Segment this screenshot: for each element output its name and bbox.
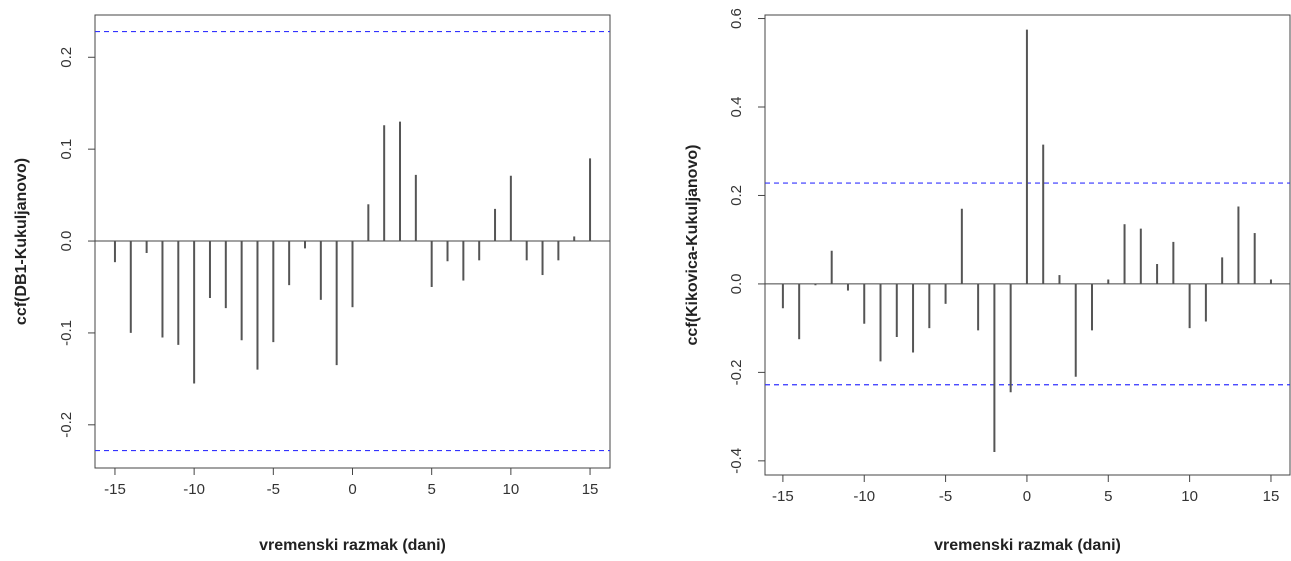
x-tick-label: 0	[348, 481, 356, 498]
y-tick-label: 0.4	[728, 97, 745, 118]
x-tick-label: -5	[267, 481, 280, 498]
x-axis-title: vremenski razmak (dani)	[934, 537, 1121, 554]
y-tick-label: -0.2	[58, 412, 75, 438]
y-tick-label: -0.1	[58, 320, 75, 346]
y-tick-label: -0.2	[728, 359, 745, 385]
y-axis-title: ccf(Kikovica-Kukuljanovo)	[684, 145, 701, 346]
y-tick-label: 0.1	[58, 139, 75, 160]
y-axis-title: ccf(DB1-Kukuljanovo)	[13, 158, 30, 325]
x-tick-label: 15	[582, 481, 599, 498]
x-tick-label: 10	[1181, 488, 1198, 505]
x-tick-label: 15	[1263, 488, 1280, 505]
x-tick-label: -10	[183, 481, 205, 498]
x-tick-label: -5	[939, 488, 952, 505]
plot-frame	[764, 14, 1291, 476]
x-tick-label: 5	[428, 481, 436, 498]
x-tick-label: 0	[1023, 488, 1031, 505]
x-tick-label: -15	[104, 481, 126, 498]
y-tick-label: -0.4	[728, 448, 745, 474]
x-tick-label: -15	[772, 488, 794, 505]
y-tick-label: 0.6	[728, 8, 745, 29]
x-tick-label: 10	[503, 481, 520, 498]
x-axis-title: vremenski razmak (dani)	[259, 537, 446, 554]
y-tick-label: 0.2	[728, 185, 745, 206]
x-tick-label: -10	[853, 488, 875, 505]
y-tick-label: 0.2	[58, 47, 75, 68]
y-tick-label: 0.0	[728, 273, 745, 294]
y-tick-label: 0.0	[58, 231, 75, 252]
x-tick-label: 5	[1104, 488, 1112, 505]
